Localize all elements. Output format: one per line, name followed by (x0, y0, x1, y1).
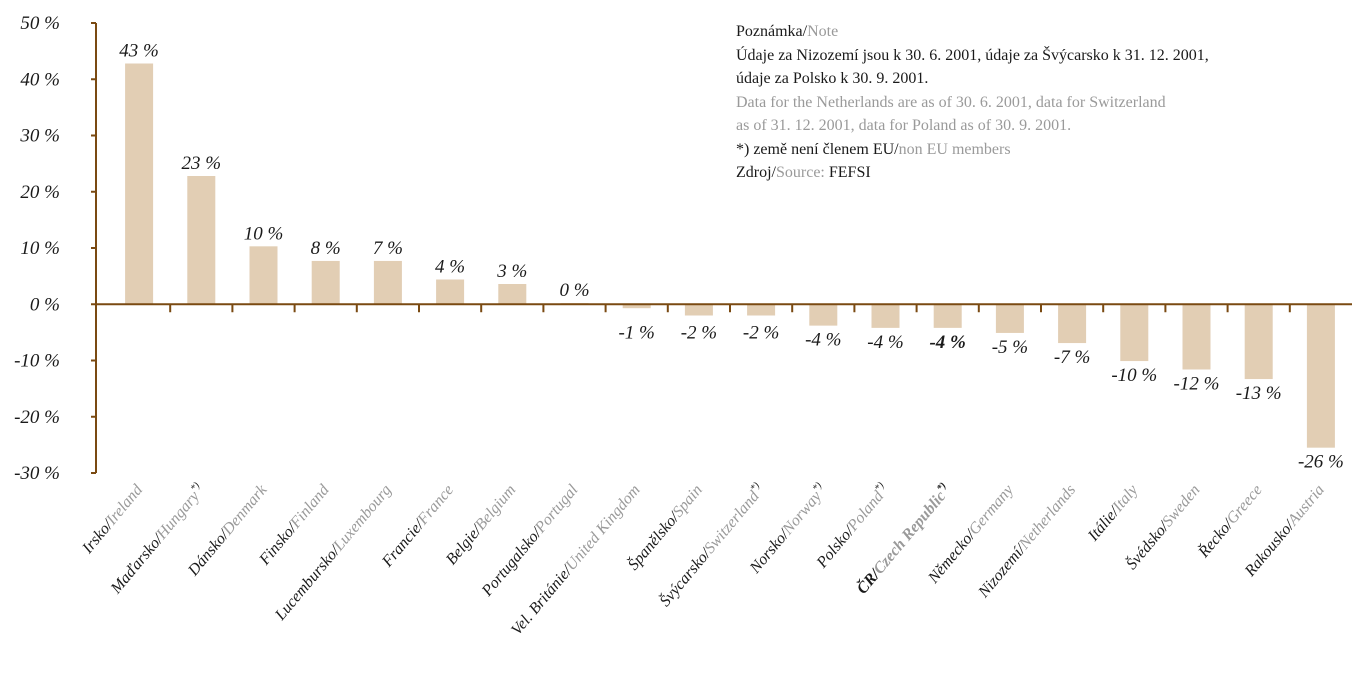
data-label: -4 % (867, 332, 903, 353)
y-tick-label: -30 % (14, 463, 60, 484)
data-label: -10 % (1111, 365, 1157, 386)
note-line-3: Data for the Netherlands are as of 30. 6… (736, 93, 1166, 111)
data-label: -5 % (992, 337, 1028, 358)
data-label: 4 % (435, 257, 465, 278)
bar (1058, 304, 1087, 344)
category-label: Švýcarsko/Switzerland*) (655, 480, 768, 610)
bar (809, 304, 838, 326)
data-label: 7 % (373, 238, 403, 259)
note-source: Zdroj/Source: FEFSI (736, 164, 871, 181)
bar (187, 176, 216, 305)
data-label: -26 % (1298, 452, 1344, 473)
y-tick-label: 20 % (20, 182, 60, 203)
bar (684, 304, 713, 316)
y-tick-label: 0 % (30, 294, 60, 315)
data-label: -7 % (1054, 347, 1090, 368)
bar (1244, 304, 1273, 380)
y-tick-label: -10 % (14, 351, 60, 372)
y-tick-label: -20 % (14, 407, 60, 428)
y-tick-label: 40 % (20, 69, 60, 90)
y-tick-label: 50 % (20, 13, 60, 34)
data-label: -2 % (681, 322, 717, 343)
data-label: -4 % (805, 330, 841, 351)
data-label: 3 % (496, 261, 527, 282)
category-label: Lucembursko/Luxembourg (271, 482, 395, 625)
data-label: 8 % (311, 238, 341, 259)
data-label: -1 % (618, 322, 654, 343)
bar (1120, 304, 1149, 362)
note-footnote: *) země není členem EU/non EU members (736, 140, 1011, 158)
bar (933, 304, 962, 328)
bar (871, 304, 900, 328)
category-label: Itálie/Italy (1084, 481, 1142, 545)
data-label: -4 % (929, 332, 965, 353)
y-tick-label: 30 % (19, 126, 60, 147)
data-label: -13 % (1236, 383, 1282, 404)
bar (436, 279, 465, 305)
note-box: Poznámka/Note Údaje za Nizozemí jsou k 3… (736, 20, 1346, 185)
bar (747, 304, 776, 316)
bar (622, 304, 651, 309)
note-line-2: údaje za Polsko k 30. 9. 2001. (736, 70, 929, 87)
bar (498, 284, 527, 305)
bar (249, 246, 278, 305)
y-tick-label: 10 % (20, 238, 60, 259)
bar (311, 260, 340, 305)
data-label: 10 % (244, 223, 284, 244)
bar (1306, 304, 1335, 448)
data-label: -2 % (743, 322, 779, 343)
data-label: 0 % (559, 280, 589, 301)
bar (373, 260, 402, 305)
data-label: 23 % (182, 153, 222, 174)
note-line-4: as of 31. 12. 2001, data for Poland as o… (736, 117, 1072, 134)
note-heading: Poznámka/Note (736, 23, 839, 40)
category-label: Vel. Británie/United Kingdom (508, 482, 644, 639)
note-line-1: Údaje za Nizozemí jsou k 30. 6. 2001, úd… (736, 46, 1209, 64)
bar (125, 63, 154, 305)
category-label: Řecko/Greece (1193, 480, 1265, 561)
data-label: 43 % (119, 41, 159, 62)
category-label: Irsko/Ireland (79, 481, 147, 558)
bar (995, 304, 1024, 333)
data-label: -12 % (1174, 374, 1220, 395)
bar (1182, 304, 1211, 370)
